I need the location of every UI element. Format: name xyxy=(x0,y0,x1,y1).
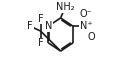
Text: F: F xyxy=(38,14,43,24)
Text: NH₂: NH₂ xyxy=(56,2,75,12)
Text: N: N xyxy=(45,21,52,31)
Text: F: F xyxy=(27,21,33,31)
Text: O: O xyxy=(88,32,95,42)
Text: O⁻: O⁻ xyxy=(80,9,93,19)
Text: N⁺: N⁺ xyxy=(80,21,93,31)
Text: F: F xyxy=(38,39,43,48)
